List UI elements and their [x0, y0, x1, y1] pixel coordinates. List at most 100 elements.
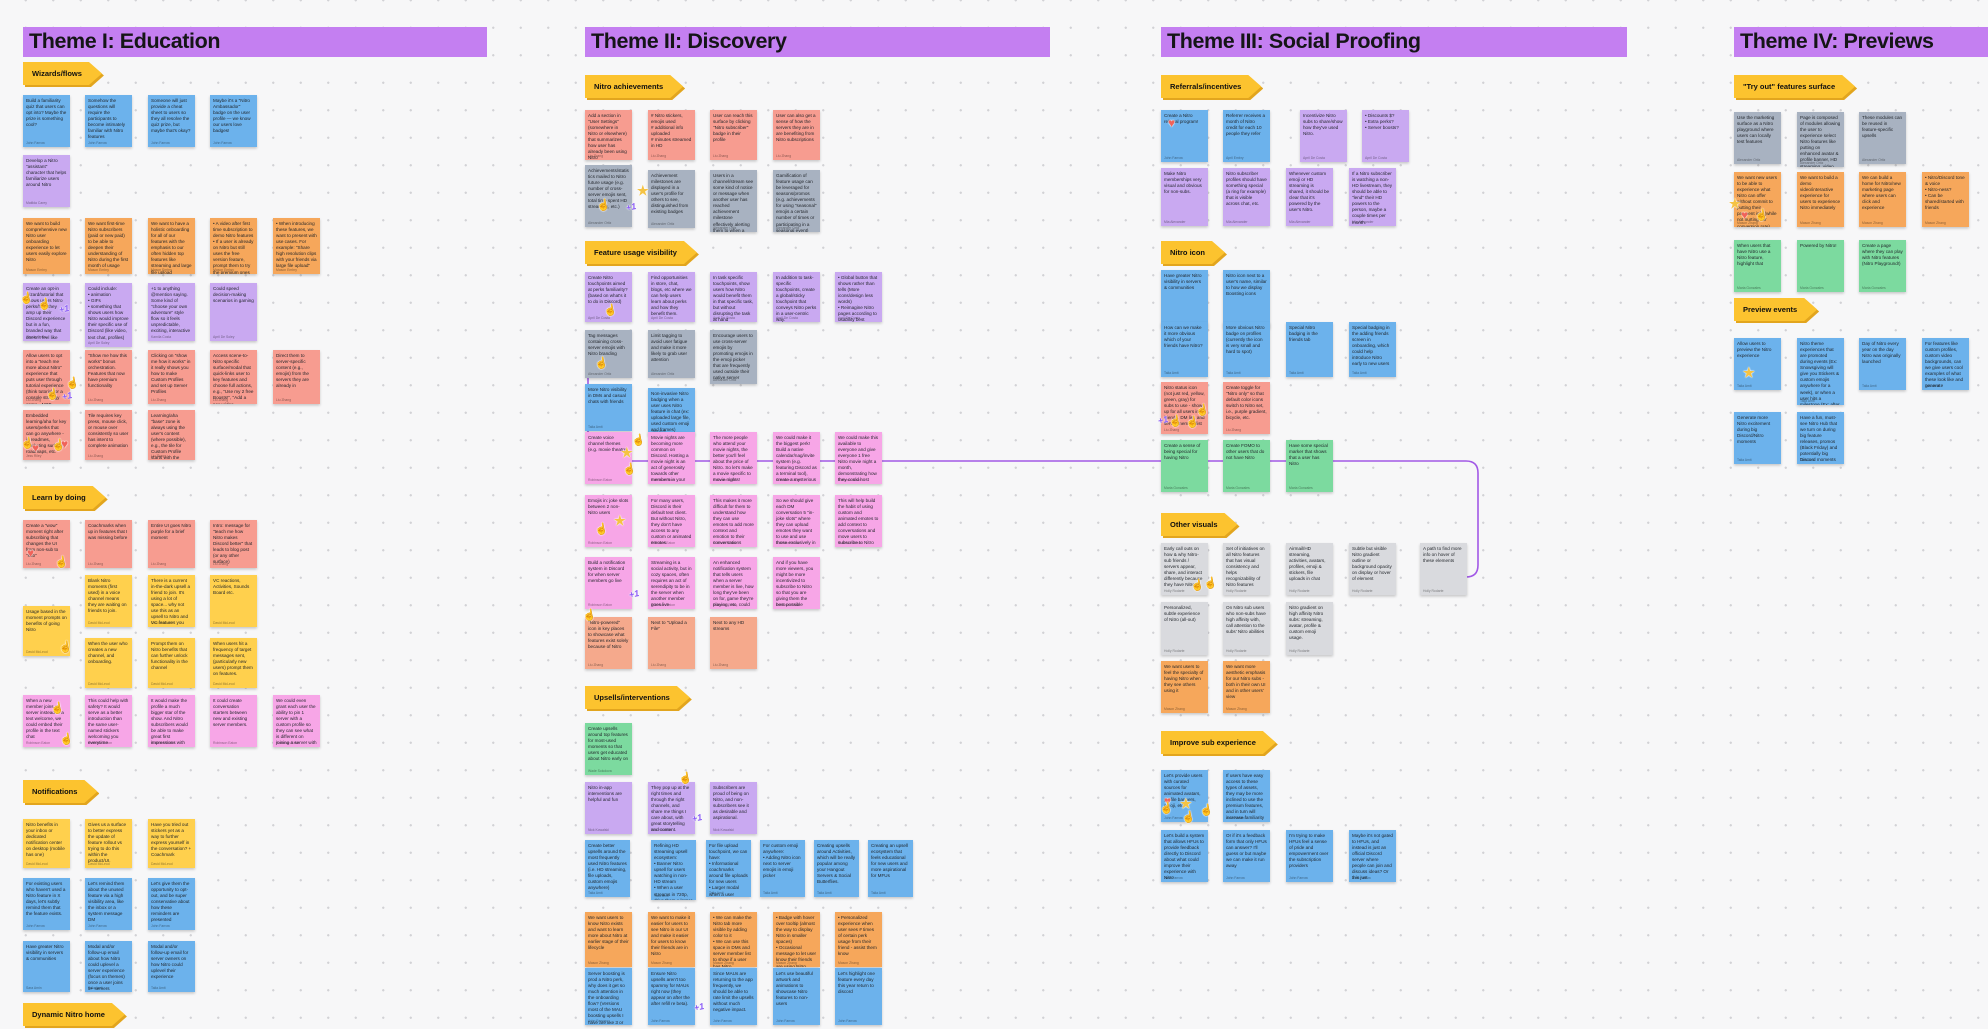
sticky-note[interactable]: Learning/aha "base" zone is always using…: [148, 410, 195, 460]
sticky-note[interactable]: Set of initiatives on all Nitro features…: [1223, 543, 1270, 595]
sticky-note[interactable]: We want to build a demo video/interactiv…: [1797, 172, 1844, 227]
sticky-note[interactable]: We want new users to be able to experien…: [1734, 172, 1781, 227]
sticky-note[interactable]: • Nitro/Discord tone & voice • Nitro-nes…: [1922, 172, 1969, 227]
sticky-note[interactable]: More Nitro visibility in DMs and casual …: [585, 384, 632, 431]
sticky-note[interactable]: Limit tagging to avoid user fatigue and …: [648, 330, 695, 378]
sticky-note[interactable]: Gives us a surface to better express the…: [85, 819, 132, 868]
sticky-note[interactable]: Whenever custom emoji or HD streaming is…: [1286, 168, 1333, 226]
theme-header-1[interactable]: Theme I: Education: [23, 27, 487, 57]
sticky-note[interactable]: User can also get a sense of how the ser…: [773, 110, 820, 160]
sticky-note[interactable]: Nitro icon next to a user's name, simila…: [1223, 270, 1270, 328]
sticky-note[interactable]: Have you tried out stickers yet as a way…: [148, 819, 195, 868]
sticky-note[interactable]: They pop up at the right times and throu…: [648, 782, 695, 834]
sticky-note[interactable]: This could help with safety? It would se…: [85, 695, 132, 747]
sticky-note[interactable]: We want more aesthetic emphasis for our …: [1223, 661, 1270, 713]
star-sticker[interactable]: ★: [1729, 196, 1741, 211]
sticky-note[interactable]: Find opportunities in store, chat, blogs…: [648, 272, 695, 322]
sticky-note[interactable]: Could include: • animation • GIFs • some…: [85, 283, 132, 347]
section-flag-dynamic-nitro-home[interactable]: Dynamic Nitro home: [23, 1003, 125, 1026]
heart-sticker[interactable]: ♥: [61, 437, 69, 451]
sticky-note[interactable]: Nitro theme experiences that are promote…: [1797, 338, 1844, 405]
sticky-note[interactable]: Achievement milestones are displayed in …: [648, 170, 695, 228]
heart-sticker[interactable]: ♥: [1164, 794, 1172, 808]
thumb-sticker[interactable]: ☝: [50, 702, 66, 716]
sticky-note[interactable]: Modal and/or follow-up email about how N…: [85, 941, 132, 992]
sticky-note[interactable]: I'm trying to make HFUs feel a sense of …: [1286, 830, 1333, 882]
sticky-note[interactable]: So we should give each DM conversation 5…: [773, 495, 820, 547]
sticky-note[interactable]: User can reach this surface by clicking …: [710, 110, 757, 160]
sticky-note[interactable]: When users that have Nitro use a Nitro f…: [1734, 240, 1781, 292]
plus1-sticker[interactable]: +1: [60, 390, 74, 402]
sticky-note[interactable]: Could speed decision-making scenarios in…: [210, 283, 257, 341]
sticky-note[interactable]: Let's give them the opportunity to opt-o…: [148, 878, 195, 930]
sticky-note[interactable]: Have some special marker that shows that…: [1286, 440, 1333, 492]
sticky-note[interactable]: Personalized, subtle experience of Nitro…: [1161, 602, 1208, 655]
sticky-note[interactable]: • Badge with hover over tooltip (almost …: [773, 912, 820, 967]
sticky-note[interactable]: Subtle but visible Nitro gradient outlin…: [1349, 543, 1396, 595]
sticky-note[interactable]: Create toggle for "Nitro only" so that d…: [1223, 382, 1270, 434]
sticky-note[interactable]: Create voice channel themes (e.g. movie …: [585, 432, 632, 484]
sticky-note[interactable]: Someone will just provide a cheat sheet …: [148, 95, 195, 147]
plus1-sticker[interactable]: +1: [692, 1001, 706, 1013]
sticky-note[interactable]: It could create conversation starters be…: [210, 695, 257, 747]
sticky-note[interactable]: When users hit a frequency of target mes…: [210, 638, 257, 688]
sticky-note[interactable]: Let's provide users with curated sources…: [1161, 770, 1208, 822]
sticky-note[interactable]: Special badging in the adding friends sc…: [1349, 322, 1396, 377]
thumb-sticker[interactable]: ☝: [582, 609, 598, 623]
thumb-sticker[interactable]: ☝: [58, 641, 74, 655]
sticky-note[interactable]: Tile requires key press, mouse click, or…: [85, 410, 132, 460]
sticky-note[interactable]: We could make it the biggest perk! Build…: [773, 432, 820, 484]
sticky-note[interactable]: • A video after first time subscription …: [210, 218, 257, 274]
theme-header-2[interactable]: Theme II: Discovery: [585, 27, 1050, 57]
sticky-note[interactable]: We want first-time Nitro subscribers (pa…: [85, 218, 132, 274]
thumb-sticker[interactable]: ☝: [1754, 209, 1770, 223]
sticky-note[interactable]: For many users, Discord is their default…: [648, 495, 695, 547]
thumb-sticker[interactable]: ☝: [1195, 404, 1211, 418]
sticky-note[interactable]: Non-invasive Nitro badging when a user u…: [648, 388, 695, 435]
sticky-note[interactable]: Make Nitro memberships very visual and o…: [1161, 168, 1208, 226]
sticky-note[interactable]: Have greater Nitro visibility in servers…: [23, 941, 70, 992]
sticky-note[interactable]: Day of Nitro every year on the day Nitro…: [1859, 338, 1906, 390]
thumb-sticker[interactable]: ☝: [596, 199, 612, 213]
theme-header-4[interactable]: Theme IV: Previews: [1734, 27, 1988, 57]
sticky-note[interactable]: Somehow the questions will require the p…: [85, 95, 132, 147]
sticky-note[interactable]: We could even grant each user the abilit…: [273, 695, 320, 747]
plus1-sticker[interactable]: +1: [624, 201, 638, 213]
sticky-note[interactable]: Referrer receives a month of Nitro credi…: [1223, 110, 1270, 162]
sticky-note[interactable]: Powered by Nitro! Maria Gonzales: [1797, 240, 1844, 292]
thumb-sticker[interactable]: ☝: [1185, 416, 1201, 430]
thumb-sticker[interactable]: ☝: [1168, 415, 1184, 429]
section-flag-learn-by-doing[interactable]: Learn by doing: [23, 486, 106, 509]
sticky-note[interactable]: For existing users who haven't used a Ni…: [23, 878, 70, 930]
thumb-sticker[interactable]: ☝: [54, 556, 70, 570]
sticky-note[interactable]: When a new member joins a server instead…: [23, 695, 70, 747]
sticky-note[interactable]: "Show me how this works" bonus orchestra…: [85, 350, 132, 404]
theme-header-3[interactable]: Theme III: Social Proofing: [1161, 27, 1627, 57]
sticky-note[interactable]: Early call outs on how & why Nitro-sub f…: [1161, 543, 1208, 595]
sticky-note[interactable]: Let's build a system that allows HFUs to…: [1161, 830, 1208, 882]
sticky-note[interactable]: More obvious Nitro badge on profiles (cu…: [1223, 322, 1270, 377]
sticky-note[interactable]: • Personalized experience when user sees…: [835, 912, 882, 967]
sticky-note[interactable]: And if you have more viewers, you might …: [773, 557, 820, 609]
section-flag-try-out-features-surface[interactable]: "Try out" features surface: [1734, 75, 1855, 98]
sticky-note[interactable]: Tag messages containing cross-server emo…: [585, 330, 632, 378]
heart-sticker[interactable]: ♥: [32, 441, 40, 455]
plus1-sticker[interactable]: +1: [627, 588, 641, 600]
sticky-note[interactable]: Have greater Nitro visibility in servers…: [1161, 270, 1208, 328]
sticky-note[interactable]: Build a notification system in Discord f…: [585, 557, 632, 609]
section-flag-feature-usage-visibility[interactable]: Feature usage visibility: [585, 241, 697, 264]
heart-sticker[interactable]: ♥: [27, 546, 35, 560]
thumb-sticker[interactable]: ☝: [37, 298, 53, 312]
sticky-note[interactable]: Streaming is a social activity, but in c…: [648, 557, 695, 609]
section-flag-wizards-flows[interactable]: Wizards/flows: [23, 62, 102, 85]
sticky-note[interactable]: Nitro status icon (not just red, yellow,…: [1161, 382, 1208, 434]
sticky-note[interactable]: Add a section in "User Settings" (somewh…: [585, 110, 632, 160]
sticky-note[interactable]: Build a familiarity quiz that users can …: [23, 95, 70, 147]
sticky-note[interactable]: • When introducing these features, we wa…: [273, 218, 320, 274]
sticky-note[interactable]: Let's highlight one feature every day th…: [835, 968, 882, 1025]
section-flag-preview-events[interactable]: Preview events: [1734, 298, 1817, 321]
sticky-note[interactable]: Nitro gradient on high affinity Nitro su…: [1286, 602, 1333, 655]
sticky-note[interactable]: Let's use beautiful artwork and animatio…: [773, 968, 820, 1025]
sticky-note[interactable]: For features like custom profiles, custo…: [1922, 338, 1969, 390]
star-sticker[interactable]: ★: [637, 183, 649, 198]
